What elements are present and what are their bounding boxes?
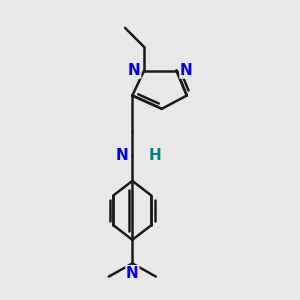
Text: N: N [116,148,129,164]
Text: H: H [148,148,161,164]
Text: N: N [180,63,193,78]
Text: N: N [126,266,139,281]
Text: N: N [128,63,141,78]
